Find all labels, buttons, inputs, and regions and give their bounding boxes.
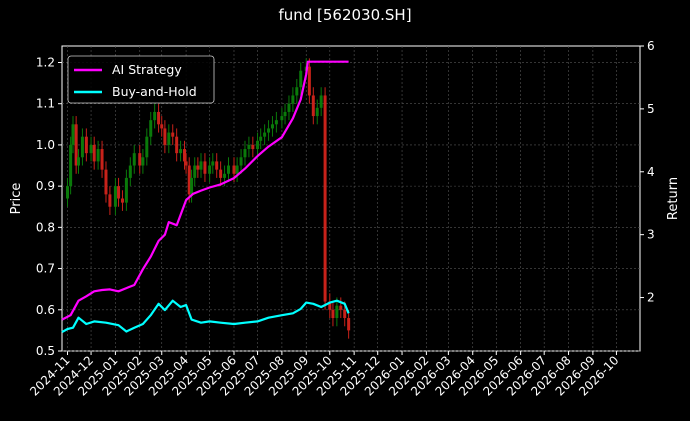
price-candle [84, 136, 88, 154]
price-candle [256, 140, 260, 150]
price-candle [138, 153, 142, 166]
price-candle [259, 136, 263, 141]
price-candle [219, 169, 223, 178]
price-candle [203, 161, 207, 174]
price-candle [311, 95, 315, 117]
y-axis-label-right: Return [666, 177, 681, 220]
price-candle [319, 95, 323, 108]
price-candle [223, 173, 227, 178]
price-candle [243, 149, 247, 158]
y-tick-label-left: 1.0 [36, 138, 55, 152]
price-candle [120, 198, 124, 203]
price-candle [283, 111, 287, 117]
price-candle [141, 157, 145, 166]
price-candle [175, 136, 179, 154]
price-candle [193, 165, 197, 178]
price-candle [128, 165, 132, 178]
price-candle [80, 136, 84, 158]
price-candle [247, 144, 251, 150]
price-candle [287, 103, 291, 112]
price-candle [280, 116, 284, 121]
price-candle [235, 165, 239, 174]
y-axis-label-left: Price [9, 183, 24, 215]
price-candle [171, 132, 175, 137]
price-candle [270, 124, 274, 129]
y-tick-label-right: 5 [647, 102, 655, 116]
price-candle [335, 305, 339, 319]
price-candle [163, 128, 167, 145]
price-candle [295, 87, 299, 96]
price-candle [196, 165, 200, 170]
price-candle [339, 305, 343, 310]
price-candle [291, 95, 295, 104]
price-candle [232, 165, 236, 174]
y-tick-label-right: 2 [647, 291, 655, 305]
y-tick-label-left: 0.5 [36, 344, 55, 358]
price-candle [104, 169, 108, 195]
price-candle [96, 149, 100, 162]
price-candle [343, 309, 347, 319]
price-candle [347, 318, 351, 331]
price-candle [274, 120, 278, 125]
price-candle [267, 128, 271, 133]
price-candle [184, 161, 188, 166]
y-tick-label-left: 1.1 [36, 97, 55, 111]
price-candle [323, 95, 327, 302]
price-candle [108, 194, 112, 207]
price-candle [208, 165, 212, 174]
buy-and-hold-line [61, 299, 350, 334]
y-tick-label-left: 0.6 [36, 303, 55, 317]
y-tick-label-left: 0.7 [36, 262, 55, 276]
price-candle [145, 136, 149, 158]
price-candle [315, 107, 319, 117]
price-candle [331, 309, 335, 319]
price-candle [69, 144, 73, 187]
price-candle [263, 132, 267, 137]
legend-label: Buy-and-Hold [112, 84, 197, 99]
price-candle [215, 161, 219, 170]
price-candle [187, 165, 191, 195]
y-tick-label-left: 0.8 [36, 220, 55, 234]
price-candle [149, 120, 153, 137]
price-candle [92, 144, 96, 162]
price-candle [89, 144, 93, 154]
price-candle [328, 301, 332, 310]
y-tick-label-right: 3 [647, 228, 655, 242]
price-candle [160, 124, 164, 129]
price-candle [76, 157, 80, 166]
price-candle [157, 111, 161, 125]
y-tick-label-right: 6 [647, 39, 655, 53]
price-candle [239, 157, 243, 166]
price-candle [65, 186, 69, 199]
price-candle [211, 161, 215, 166]
price-candle [299, 70, 303, 88]
price-candle [100, 149, 104, 170]
price-candle [190, 177, 194, 195]
legend-label: AI Strategy [112, 62, 182, 77]
price-candle [199, 161, 203, 170]
y-tick-label-left: 1.2 [36, 55, 55, 69]
price-candle [124, 177, 128, 203]
price-candle [179, 149, 183, 154]
price-candle [117, 186, 121, 199]
chart-title: fund [562030.SH] [278, 6, 412, 24]
price-candle [153, 111, 157, 121]
legend-box [67, 55, 215, 104]
y-tick-label-right: 4 [647, 165, 655, 179]
price-candle [226, 165, 230, 174]
price-candle [71, 124, 75, 145]
price-candle [251, 144, 255, 150]
price-candle [74, 124, 78, 166]
price-candle [132, 153, 136, 166]
price-candle [307, 66, 311, 96]
y-tick-label-left: 0.9 [36, 179, 55, 193]
ai-strategy-line [61, 60, 349, 321]
price-candle [183, 149, 187, 162]
price-candle [167, 132, 171, 145]
price-candle [113, 186, 117, 207]
